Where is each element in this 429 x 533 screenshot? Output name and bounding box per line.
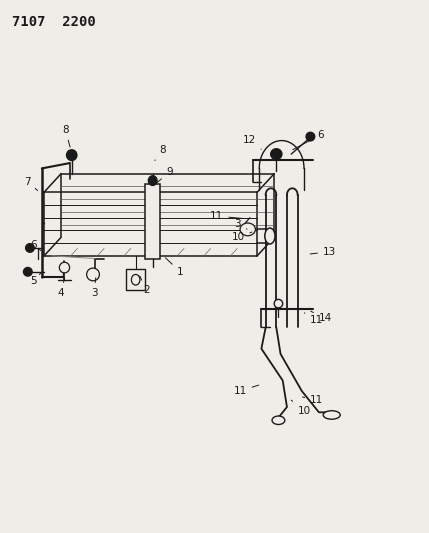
Ellipse shape (26, 244, 34, 252)
Ellipse shape (148, 176, 157, 185)
Text: 8: 8 (62, 125, 70, 147)
Ellipse shape (240, 223, 255, 236)
Text: 9: 9 (157, 167, 173, 183)
Text: 7: 7 (24, 176, 38, 190)
Text: 12: 12 (243, 135, 261, 149)
Text: 11: 11 (210, 211, 244, 221)
Ellipse shape (87, 268, 100, 281)
Text: 11: 11 (233, 385, 259, 396)
Ellipse shape (272, 416, 285, 424)
Text: 1: 1 (166, 258, 184, 277)
Text: 6: 6 (293, 130, 323, 150)
Text: 3: 3 (91, 278, 98, 298)
Ellipse shape (131, 274, 140, 285)
Ellipse shape (265, 228, 275, 244)
Ellipse shape (66, 150, 77, 160)
Bar (126, 269, 145, 290)
Text: 14: 14 (311, 311, 332, 324)
Text: 5: 5 (30, 273, 41, 286)
Text: 11: 11 (302, 395, 323, 405)
Ellipse shape (323, 411, 340, 419)
Bar (145, 184, 160, 259)
Text: 7107  2200: 7107 2200 (12, 14, 96, 29)
Text: 13: 13 (310, 247, 336, 257)
Text: 11: 11 (304, 313, 323, 325)
Text: 10: 10 (231, 232, 252, 243)
Text: 3: 3 (235, 219, 247, 229)
Ellipse shape (274, 300, 283, 308)
Text: 8: 8 (155, 145, 166, 160)
Ellipse shape (306, 132, 314, 141)
Ellipse shape (271, 149, 282, 159)
Text: 2: 2 (140, 276, 150, 295)
Text: 10: 10 (291, 400, 311, 416)
Ellipse shape (59, 262, 69, 273)
Text: 4: 4 (58, 278, 65, 298)
Text: 6: 6 (30, 240, 41, 251)
Ellipse shape (24, 268, 32, 276)
